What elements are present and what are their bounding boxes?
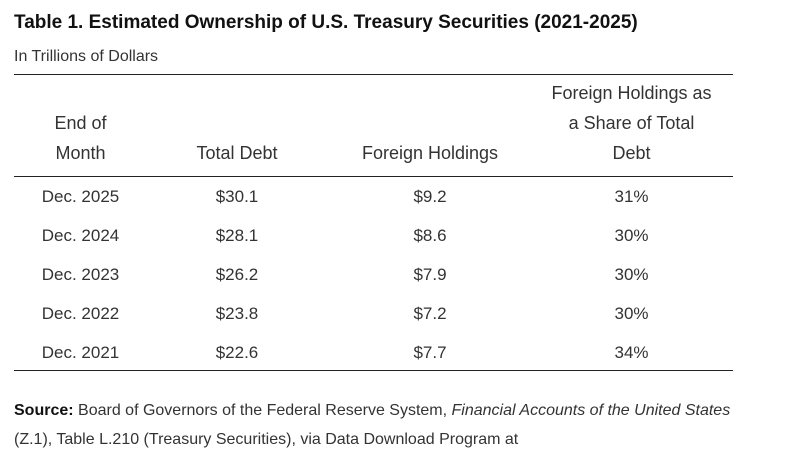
cell-total-debt: $26.2 <box>215 265 259 284</box>
header-line: End of <box>54 113 107 133</box>
cell-month: Dec. 2025 <box>41 187 120 206</box>
cell-total-debt: $30.1 <box>215 187 259 206</box>
header-line: Foreign Holdings as <box>551 83 712 103</box>
cell-foreign-holdings: $7.9 <box>413 265 447 284</box>
table-row: Dec. 2022 $23.8 $7.2 30% <box>14 294 733 333</box>
cell-foreign-share: 30% <box>614 304 649 323</box>
source-publication: Financial Accounts of the United States <box>451 402 731 419</box>
header-foreign-share: Foreign Holdings as a Share of Total Deb… <box>530 78 733 168</box>
source-note: Source: Board of Governors of the Federa… <box>14 396 734 454</box>
table-body: Dec. 2025 $30.1 $9.2 31% Dec. 2024 $28.1… <box>14 177 733 372</box>
cell-foreign-holdings: $7.7 <box>413 343 447 362</box>
header-end-of-month: End of Month <box>14 78 147 168</box>
header-line: Total Debt <box>196 143 278 163</box>
top-rule <box>14 74 733 75</box>
table-title: Table 1. Estimated Ownership of U.S. Tre… <box>14 12 638 33</box>
cell-foreign-share: 34% <box>614 343 649 362</box>
source-label: Source: <box>14 402 74 419</box>
source-text: Board of Governors of the Federal Reserv… <box>73 402 452 419</box>
cell-foreign-share: 31% <box>614 187 649 206</box>
header-line: Foreign Holdings <box>361 143 499 163</box>
header-rule <box>14 176 733 177</box>
header-line: a Share of Total <box>568 113 695 133</box>
cell-foreign-share: 30% <box>614 265 649 284</box>
table-row: Dec. 2025 $30.1 $9.2 31% <box>14 177 733 216</box>
cell-month: Dec. 2023 <box>41 265 120 284</box>
table-row: Dec. 2024 $28.1 $8.6 30% <box>14 216 733 255</box>
bottom-rule <box>14 370 733 371</box>
source-text: (Z.1), Table L.210 (Treasury Securities)… <box>14 431 519 448</box>
cell-total-debt: $28.1 <box>215 226 259 245</box>
cell-foreign-holdings: $8.6 <box>413 226 447 245</box>
cell-month: Dec. 2021 <box>41 343 120 362</box>
table-row: Dec. 2021 $22.6 $7.7 34% <box>14 333 733 372</box>
cell-total-debt: $23.8 <box>215 304 259 323</box>
cell-foreign-share: 30% <box>614 226 649 245</box>
cell-month: Dec. 2024 <box>41 226 120 245</box>
header-line: Debt <box>612 143 651 163</box>
cell-foreign-holdings: $9.2 <box>413 187 447 206</box>
cell-month: Dec. 2022 <box>41 304 120 323</box>
cell-foreign-holdings: $7.2 <box>413 304 447 323</box>
table-subtitle: In Trillions of Dollars <box>14 48 159 65</box>
cell-total-debt: $22.6 <box>215 343 259 362</box>
table-row: Dec. 2023 $26.2 $7.9 30% <box>14 255 733 294</box>
header-line: Month <box>55 143 106 163</box>
header-foreign-holdings: Foreign Holdings <box>330 78 530 168</box>
header-total-debt: Total Debt <box>175 78 299 168</box>
